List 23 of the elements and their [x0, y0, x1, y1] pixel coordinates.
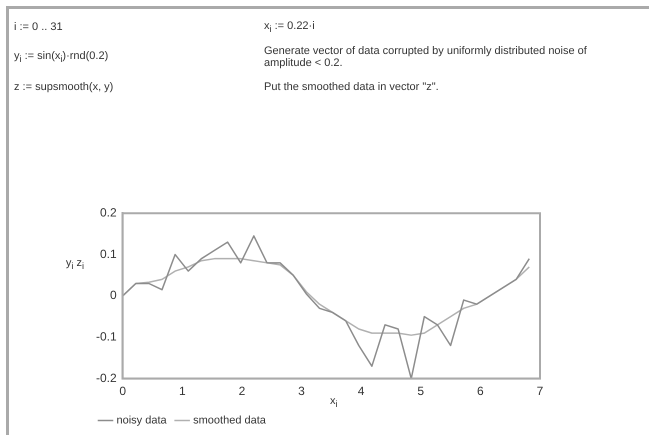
x-tick-label: 0	[119, 384, 126, 398]
text: Generate vector of data corrupted by uniformly distributed noise of amplitude < 0.2.	[264, 45, 588, 69]
text: Put the smoothed data in vector "z".	[264, 81, 440, 93]
x-axis-title: x$_{i}$	[330, 395, 338, 410]
y-tick-label: 0.1	[100, 246, 117, 261]
x-tick-label: 3	[298, 384, 306, 398]
text: z := supsmooth(x, y)	[14, 81, 114, 93]
y-tick-label: 0.2	[100, 206, 117, 220]
x-tick-label: 6	[477, 384, 484, 398]
y-tick-label: -0.2	[96, 370, 117, 385]
legend-label: noisy data	[116, 414, 168, 427]
legend-label: smoothed data	[193, 414, 267, 427]
y-tick-label: 0	[110, 288, 117, 302]
y-tick-label: -0.1	[96, 330, 117, 344]
text: x$_{i}$ := 0.22·i	[264, 20, 316, 34]
x-tick-label: 2	[238, 384, 246, 398]
x-tick-label: 5	[417, 384, 424, 398]
x-tick-label: 7	[536, 384, 544, 398]
text: i := 0 .. 31	[14, 21, 64, 33]
y-axis-title: y$_{i}$ z$_{i}$	[64, 256, 86, 274]
text: y$_{i}$ := sin(x$_{i}$)·rnd(0.2)	[14, 50, 110, 64]
x-tick-label: 1	[178, 384, 186, 398]
x-tick-label: 4	[358, 384, 365, 398]
